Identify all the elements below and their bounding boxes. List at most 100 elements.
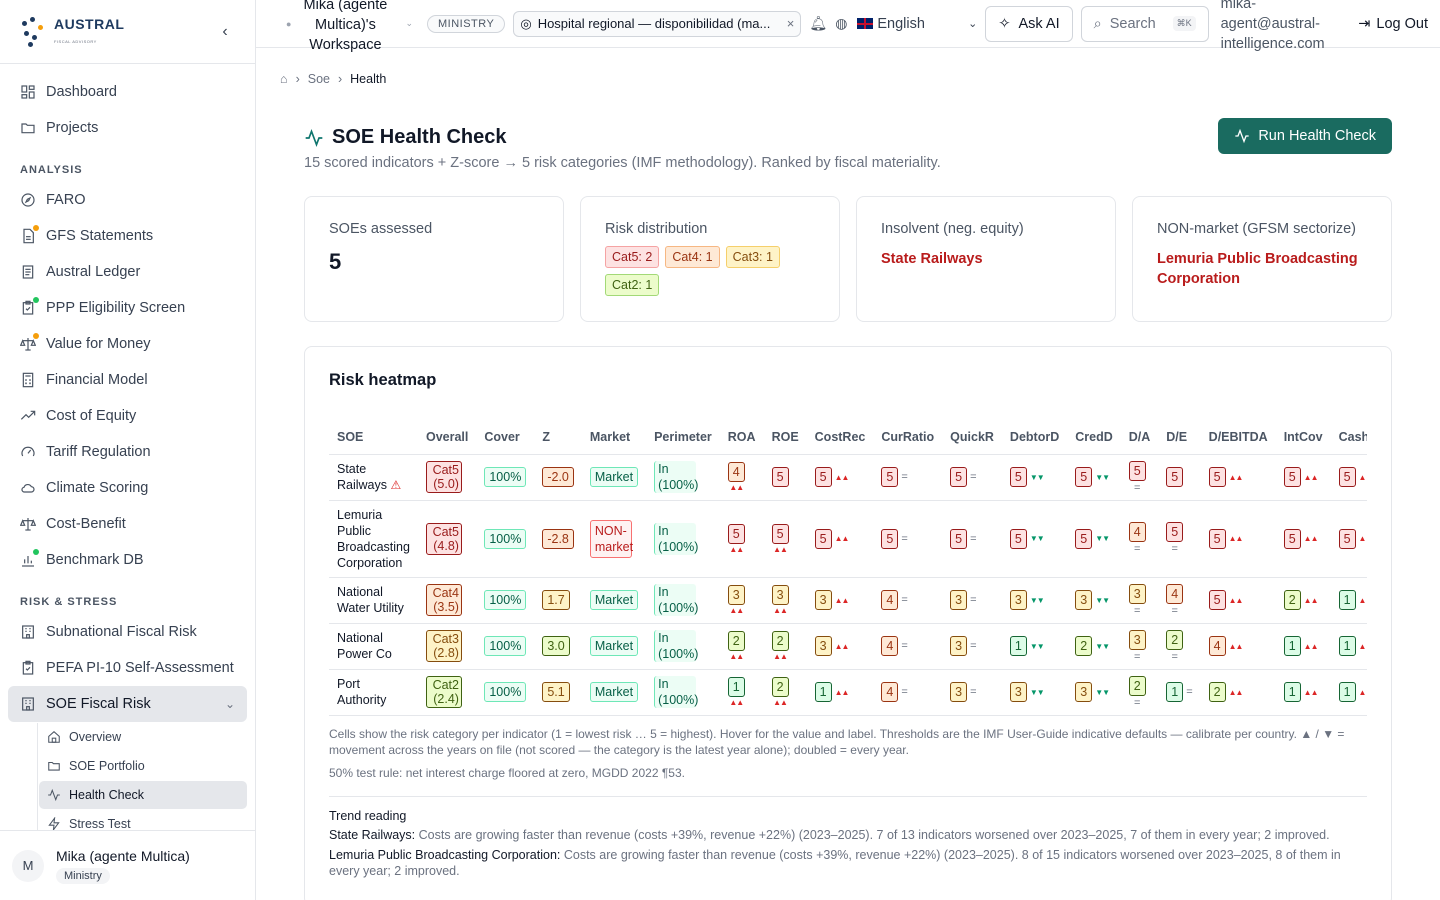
column-header[interactable]: QuickR xyxy=(942,420,1002,455)
soe-name[interactable]: Lemuria Public Broadcasting Corporation xyxy=(337,507,410,570)
sub-item-stress-test[interactable]: Stress Test xyxy=(39,810,247,830)
column-header[interactable]: D/A xyxy=(1120,420,1159,455)
column-header[interactable]: Overall xyxy=(417,420,477,455)
heatmap-cell[interactable]: 1 ▼▼ xyxy=(1001,623,1068,670)
sidebar-item-value-for-money[interactable]: Value for Money xyxy=(8,326,247,362)
heatmap-cell[interactable]: 2 ▲▲ xyxy=(719,623,764,670)
column-header[interactable]: ROE xyxy=(763,420,807,455)
sidebar-item-benchmark-db[interactable]: Benchmark DB xyxy=(8,542,247,578)
heatmap-cell[interactable]: 3 ▲▲ xyxy=(719,577,764,624)
heatmap-cell[interactable]: 5▲▲ xyxy=(1275,500,1331,578)
user-menu[interactable]: M Mika (agente Multica) Ministry xyxy=(0,830,255,900)
heatmap-cell[interactable]: 3 ▲▲ xyxy=(806,577,874,624)
heatmap-cell[interactable]: 5 = xyxy=(873,500,943,578)
sidebar-item-dashboard[interactable]: Dashboard xyxy=(8,74,247,110)
column-header[interactable]: Market xyxy=(581,420,647,455)
heatmap-cell[interactable]: 5▲▲ xyxy=(806,500,874,578)
heatmap-cell[interactable]: 1▲▲ xyxy=(1275,623,1331,670)
heatmap-cell[interactable]: 5 xyxy=(1158,454,1201,501)
heatmap-cell[interactable]: 3 = xyxy=(1120,577,1159,624)
sidebar-item-financial-model[interactable]: Financial Model xyxy=(8,362,247,398)
heatmap-cell[interactable]: 5 = xyxy=(942,500,1002,578)
heatmap-cell[interactable]: 3 = xyxy=(942,577,1002,624)
language-select[interactable]: English ⌄ xyxy=(857,16,977,32)
table-row[interactable]: National Power Co Cat3 (2.8) 100% 3.0 Ma… xyxy=(329,623,1367,670)
heatmap-cell[interactable]: 5 = xyxy=(1120,454,1159,501)
sub-item-soe-portfolio[interactable]: SOE Portfolio xyxy=(39,752,247,780)
heatmap-cell[interactable]: 5▲▲ xyxy=(1200,500,1276,578)
heatmap-cell[interactable]: 1▲▲ xyxy=(806,669,874,716)
heatmap-cell[interactable]: 1▲▲ xyxy=(1330,577,1367,624)
sidebar-item-soe-fiscal-risk[interactable]: SOE Fiscal Risk ⌄ xyxy=(8,686,247,722)
table-row[interactable]: National Water Utility Cat4 (3.5) 100% 1… xyxy=(329,577,1367,624)
soe-name[interactable]: Port Authority xyxy=(337,677,387,707)
non-market-soe[interactable]: Lemuria Public Broadcasting Corporation xyxy=(1157,251,1358,287)
column-header[interactable]: CashCov xyxy=(1330,420,1367,455)
heatmap-cell[interactable]: 3 = xyxy=(942,669,1002,716)
column-header[interactable]: Perimeter xyxy=(646,420,720,455)
sidebar-item-cost-of-equity[interactable]: Cost of Equity xyxy=(8,398,247,434)
heatmap-cell[interactable]: 3 = xyxy=(1120,623,1159,670)
ask-ai-button[interactable]: ✧ Ask AI xyxy=(985,5,1073,42)
column-header[interactable]: CostRec xyxy=(806,420,874,455)
table-row[interactable]: State Railways ⚠ Cat5 (5.0) 100% -2.0 Ma… xyxy=(329,454,1367,501)
heatmap-cell[interactable]: 2 ▼▼ xyxy=(1067,623,1121,670)
heatmap-cell[interactable]: 5▲▲ xyxy=(1200,454,1276,501)
heatmap-cell[interactable]: 5▲▲ xyxy=(1275,454,1331,501)
heatmap-cell[interactable]: 5▲▲ xyxy=(806,454,874,501)
heatmap-cell[interactable]: 4 = xyxy=(1120,500,1159,578)
column-header[interactable]: Z xyxy=(534,420,582,455)
column-header[interactable]: IntCov xyxy=(1275,420,1331,455)
heatmap-cell[interactable]: 2 = xyxy=(1158,623,1201,670)
table-row[interactable]: Port Authority Cat2 (2.4) 100% 5.1 Marke… xyxy=(329,669,1367,716)
chevron-down-icon[interactable]: ⌄ xyxy=(405,18,413,28)
heatmap-cell[interactable]: 5▲▲ xyxy=(1200,577,1276,624)
sidebar-item-tariff-regulation[interactable]: Tariff Regulation xyxy=(8,434,247,470)
logout-button[interactable]: ⇥ Log Out xyxy=(1358,16,1428,32)
heatmap-cell[interactable]: 4 = xyxy=(873,577,943,624)
heatmap-cell[interactable]: 5 ▼▼ xyxy=(1001,500,1068,578)
heatmap-cell[interactable]: 1 = xyxy=(1158,669,1201,716)
heatmap-cell[interactable]: 2 ▲▲ xyxy=(763,669,807,716)
heatmap-cell[interactable]: 5 ▼▼ xyxy=(1067,454,1121,501)
bell-icon[interactable]: 🔔︎ xyxy=(809,15,828,31)
heatmap-cell[interactable]: 1▲▲ xyxy=(1275,669,1331,716)
heatmap-cell[interactable]: 2 ▲▲ xyxy=(763,623,807,670)
home-icon[interactable]: ⌂ xyxy=(280,72,288,86)
heatmap-cell[interactable]: 3 = xyxy=(942,623,1002,670)
heatmap-cell[interactable]: 5 = xyxy=(873,454,943,501)
sub-item-health-check[interactable]: Health Check xyxy=(39,781,247,809)
heatmap-cell[interactable]: 2 ▲▲ xyxy=(1200,669,1276,716)
column-header[interactable]: ROA xyxy=(719,420,764,455)
sidebar-item-projects[interactable]: Projects xyxy=(8,110,247,146)
sidebar-item-ppp-eligibility-screen[interactable]: PPP Eligibility Screen xyxy=(8,290,247,326)
heatmap-cell[interactable]: 3 ▼▼ xyxy=(1067,577,1121,624)
column-header[interactable]: CredD xyxy=(1067,420,1121,455)
soe-name[interactable]: National Water Utility xyxy=(337,585,404,615)
sidebar-item-subnational-fiscal-risk[interactable]: Subnational Fiscal Risk xyxy=(8,614,247,650)
heatmap-cell[interactable]: 5 ▼▼ xyxy=(1001,454,1068,501)
heatmap-cell[interactable]: 5 xyxy=(763,454,807,501)
heatmap-cell[interactable]: 5▲▲ xyxy=(763,500,807,578)
sidebar-item-cost-benefit[interactable]: Cost-Benefit xyxy=(8,506,247,542)
column-header[interactable]: D/EBITDA xyxy=(1200,420,1276,455)
heatmap-cell[interactable]: 5 ▼▼ xyxy=(1067,500,1121,578)
search-button[interactable]: ⌕ Search ⌘K xyxy=(1080,5,1209,42)
soe-name[interactable]: State Railways xyxy=(337,462,388,492)
heatmap-cell[interactable]: 1▲▲ xyxy=(1330,623,1367,670)
run-health-check-button[interactable]: Run Health Check xyxy=(1218,118,1392,154)
heatmap-cell[interactable]: 3 ▼▼ xyxy=(1001,577,1068,624)
heatmap-cell[interactable]: 3 ▼▼ xyxy=(1001,669,1068,716)
sidebar-item-climate-scoring[interactable]: Climate Scoring xyxy=(8,470,247,506)
heatmap-scroll[interactable]: SOE Overall Cover Z Market Perimeter ROA ROE Cos… xyxy=(329,420,1367,716)
sidebar-item-pefa-pi-10-self-assessment[interactable]: PEFA PI-10 Self-Assessment xyxy=(8,650,247,686)
heatmap-cell[interactable]: 4 ▲▲ xyxy=(719,454,764,501)
heatmap-cell[interactable]: 5▲▲ xyxy=(719,500,764,578)
column-header[interactable]: Cover xyxy=(476,420,535,455)
heatmap-cell[interactable]: 4 ▲▲ xyxy=(1200,623,1276,670)
heatmap-cell[interactable]: 4 = xyxy=(873,669,943,716)
column-header[interactable]: SOE xyxy=(329,420,418,455)
column-header[interactable]: CurRatio xyxy=(873,420,943,455)
column-header[interactable]: DebtorD xyxy=(1001,420,1068,455)
heatmap-cell[interactable]: 2 ▲▲ xyxy=(1275,577,1331,624)
